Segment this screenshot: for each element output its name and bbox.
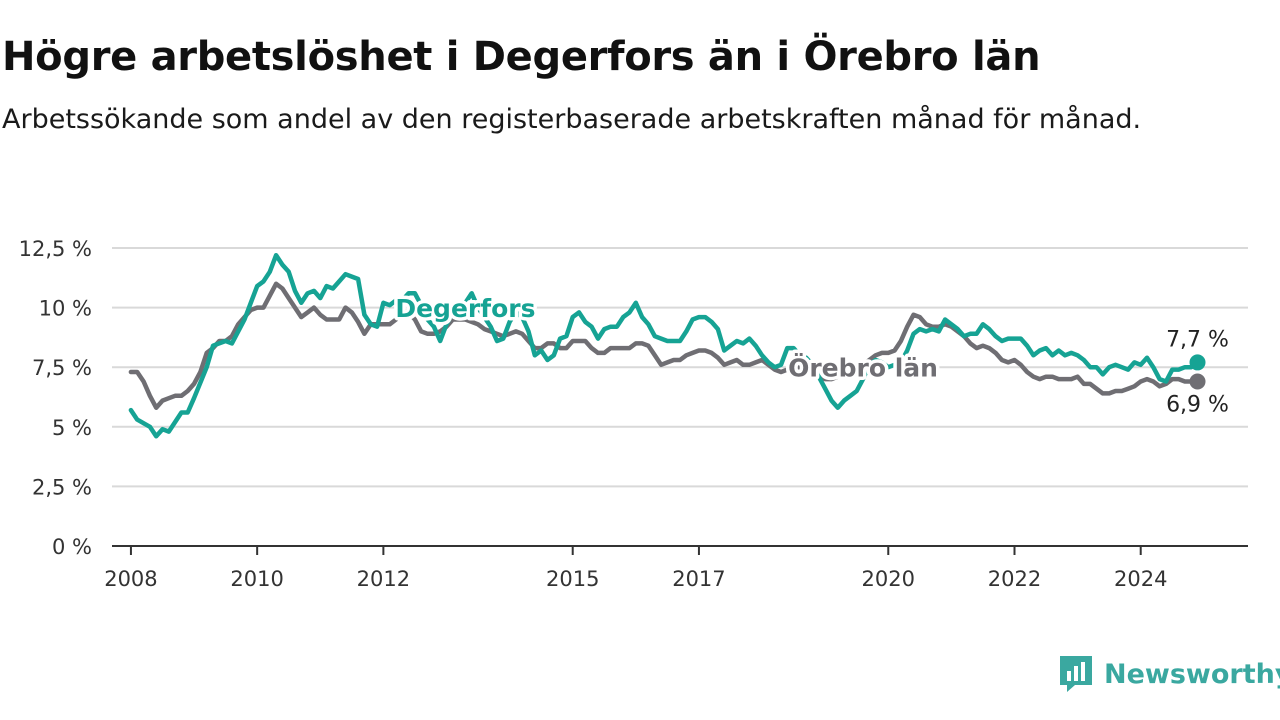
series-label-degerfors: Degerfors xyxy=(395,294,535,323)
series-label-orebro-lan: Örebro län xyxy=(788,353,938,383)
x-axis: 0 % 2,5 % 5 % 7,5 % 10 % 12,5 % 2008 2010 2012 20… xyxy=(19,237,1248,591)
series-lines xyxy=(128,252,1200,439)
grid xyxy=(112,247,1248,488)
y-tick-label: 5 % xyxy=(52,416,92,440)
end-label-orebro-lan: 6,9 % xyxy=(1166,393,1229,418)
x-tick-label: 2010 xyxy=(230,567,283,591)
series-line-orebro-lan xyxy=(128,281,1200,410)
labels: Degerfors Örebro län 6,9 % 7,7 % xyxy=(392,291,1229,418)
end-point-degerfors xyxy=(1189,354,1206,371)
x-tick-label: 2008 xyxy=(104,567,157,591)
x-tick-label: 2012 xyxy=(357,567,410,591)
x-tick-label: 2024 xyxy=(1114,567,1167,591)
brand-name: Newsworthy xyxy=(1104,658,1280,690)
x-tick-label: 2017 xyxy=(672,567,725,591)
x-tick-label: 2020 xyxy=(862,567,915,591)
brand-logo: Newsworthy xyxy=(1058,654,1280,694)
y-tick-label: 10 % xyxy=(39,297,92,321)
y-tick-label: 0 % xyxy=(52,535,92,559)
series-line-degerfors xyxy=(128,252,1200,439)
end-point-orebro-lan xyxy=(1189,373,1206,390)
x-tick-label: 2015 xyxy=(546,567,599,591)
chart-subtitle: Arbetssökande som andel av den registerb… xyxy=(2,104,1142,135)
end-label-degerfors: 7,7 % xyxy=(1166,327,1229,352)
newsworthy-logo-icon xyxy=(1060,656,1092,692)
y-tick-label: 12,5 % xyxy=(19,237,92,261)
y-tick-label: 7,5 % xyxy=(32,356,92,380)
y-tick-label: 2,5 % xyxy=(32,475,92,499)
chart-title: Högre arbetslöshet i Degerfors än i Öreb… xyxy=(2,34,1041,80)
x-tick-label: 2022 xyxy=(988,567,1041,591)
